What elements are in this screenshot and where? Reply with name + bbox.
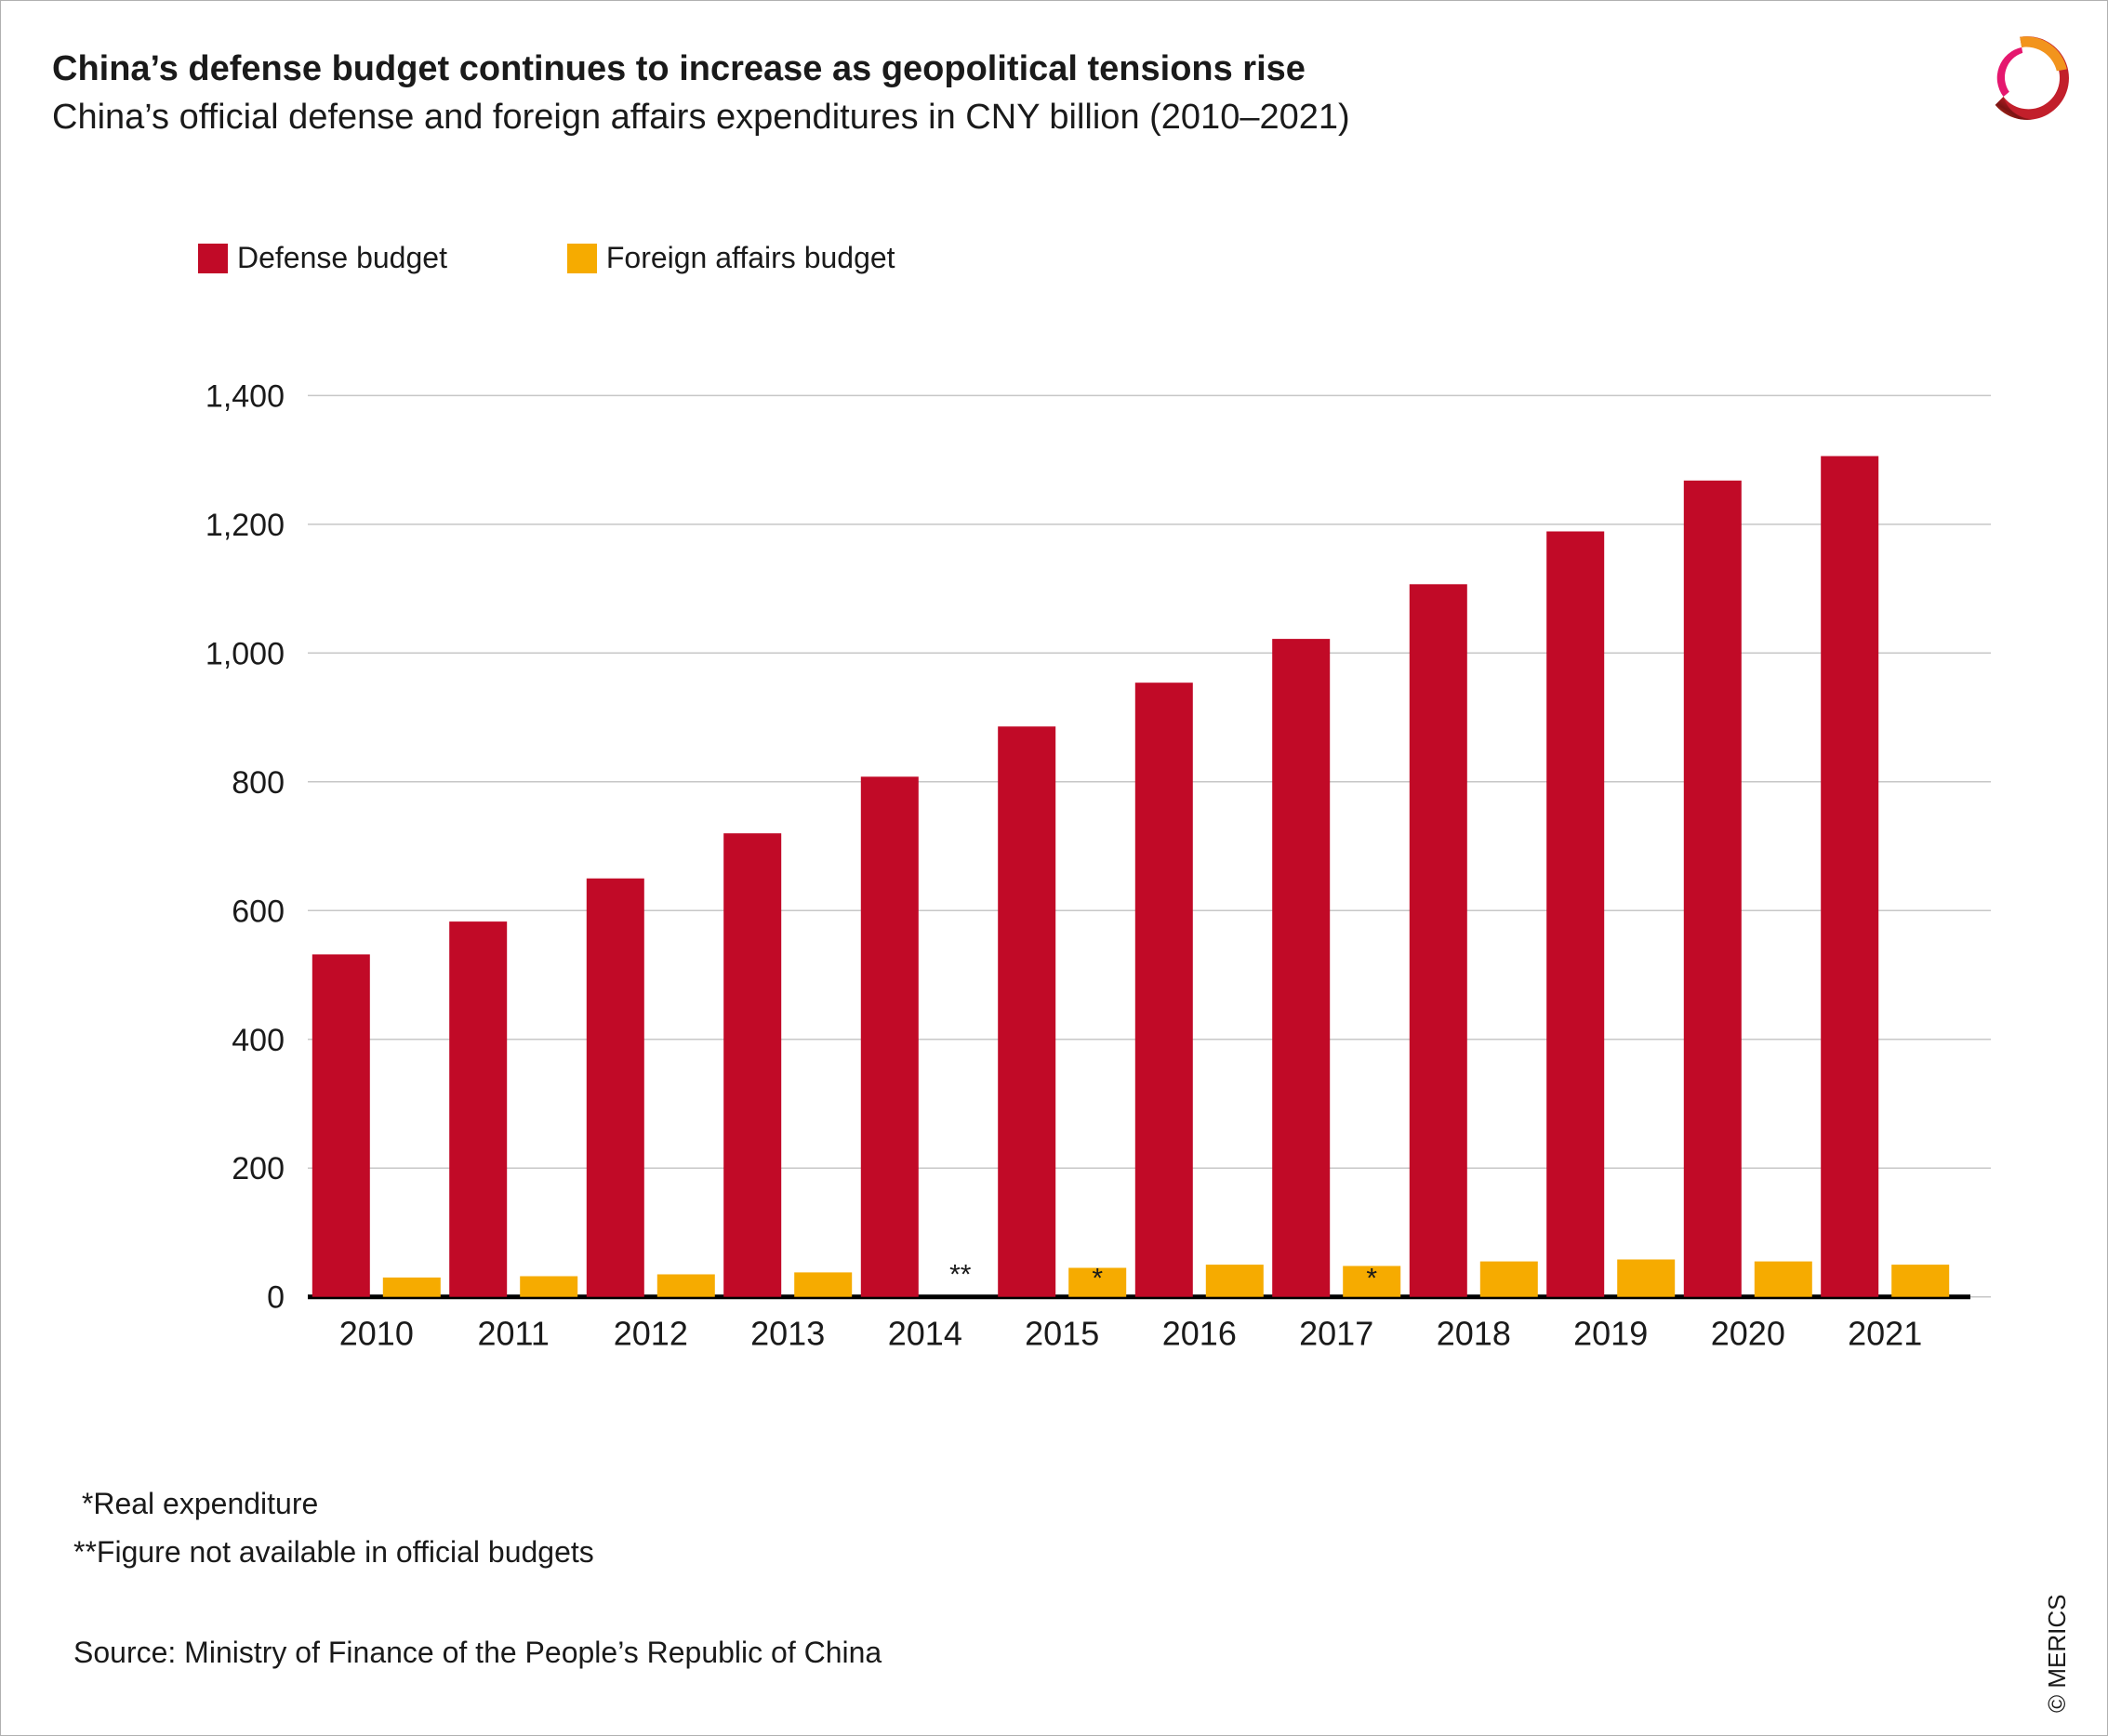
svg-text:2013: 2013	[750, 1315, 825, 1353]
svg-text:0: 0	[267, 1280, 285, 1316]
svg-text:2015: 2015	[1025, 1315, 1099, 1353]
svg-text:2019: 2019	[1573, 1315, 1648, 1353]
svg-text:1,400: 1,400	[205, 378, 285, 414]
svg-text:2021: 2021	[1848, 1315, 1922, 1353]
svg-text:2012: 2012	[614, 1315, 688, 1353]
svg-text:1,000: 1,000	[205, 636, 285, 671]
svg-text:1,200: 1,200	[205, 508, 285, 543]
svg-text:400: 400	[232, 1023, 285, 1058]
svg-text:2016: 2016	[1162, 1315, 1237, 1353]
svg-text:2011: 2011	[477, 1315, 549, 1353]
svg-text:2014: 2014	[888, 1315, 962, 1353]
svg-text:*: *	[1092, 1264, 1103, 1294]
svg-text:2020: 2020	[1711, 1315, 1785, 1353]
svg-text:800: 800	[232, 765, 285, 801]
svg-text:*: *	[1366, 1264, 1377, 1294]
svg-text:600: 600	[232, 894, 285, 929]
svg-text:2010: 2010	[339, 1315, 414, 1353]
svg-text:2017: 2017	[1299, 1315, 1373, 1353]
svg-text:200: 200	[232, 1151, 285, 1186]
svg-text:2018: 2018	[1437, 1315, 1511, 1353]
svg-text:**: **	[949, 1260, 972, 1291]
